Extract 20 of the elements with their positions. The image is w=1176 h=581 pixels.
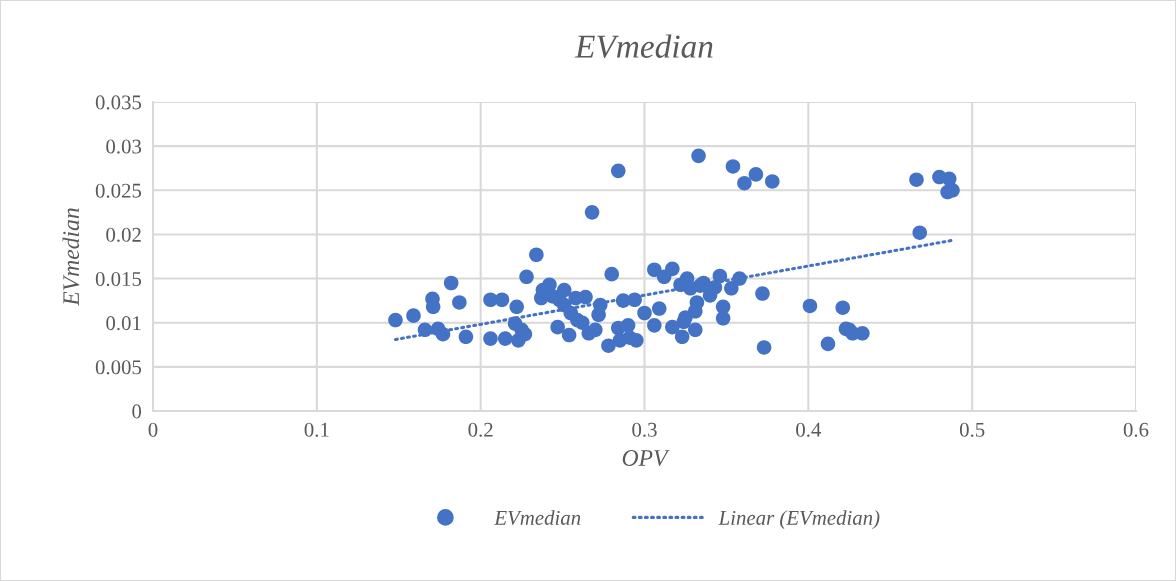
x-tick-label: 0.4 <box>796 422 822 437</box>
chart-title: EVmedian <box>574 34 713 59</box>
y-tick-label: 0.015 <box>95 271 142 287</box>
y-tick-label: 0.025 <box>95 183 142 198</box>
x-tick-label: 0.3 <box>632 422 657 437</box>
y-axis-title: EVmedian <box>62 208 80 306</box>
x-tick-label: 0.5 <box>959 422 985 437</box>
y-tick-label: 0.005 <box>95 360 142 375</box>
y-tick-label: 0.02 <box>106 227 141 242</box>
x-tick-label: 0.6 <box>1123 422 1149 437</box>
y-tick-label: 0.03 <box>106 139 142 154</box>
y-tick-label: 0.01 <box>106 316 141 331</box>
x-tick-label: 0 <box>148 422 158 437</box>
x-tick-label: 0.1 <box>304 422 329 437</box>
y-tick-label: 0.035 <box>95 95 142 110</box>
legend-label: Linear (EVmedian) <box>718 510 880 530</box>
y-tick-label: 0 <box>132 404 142 419</box>
x-axis-title: OPV <box>622 450 670 467</box>
x-tick-label: 0.2 <box>468 422 493 437</box>
legend-label: EVmedian <box>494 510 581 525</box>
